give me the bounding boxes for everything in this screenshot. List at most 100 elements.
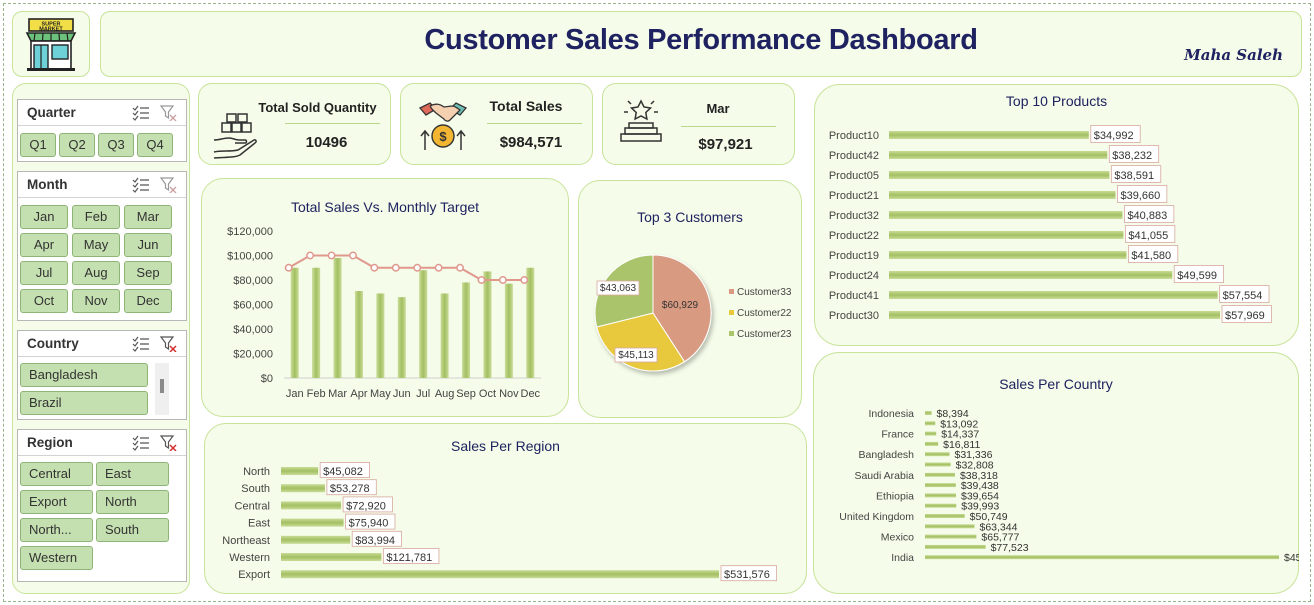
value-label-box xyxy=(1110,165,1162,183)
slicer-item-dec[interactable]: Dec xyxy=(124,289,172,313)
target-point xyxy=(477,276,486,284)
slicer-item-brazil[interactable]: Brazil xyxy=(20,391,148,415)
value-bar xyxy=(925,483,956,488)
value-bar xyxy=(925,524,975,529)
target-point xyxy=(391,263,400,272)
slicer-title: Month xyxy=(27,177,68,192)
slicer-item-northeast[interactable]: North... xyxy=(20,518,93,542)
slicer-header: Month xyxy=(18,172,186,198)
sales-region-card: Sales Per Region North $45,082 South $53,27… xyxy=(204,423,807,594)
x-tick-label: Feb xyxy=(307,388,326,400)
slicer-item-feb[interactable]: Feb xyxy=(72,205,120,229)
slicer-item-north[interactable]: North xyxy=(96,490,169,514)
slicer-item-western[interactable]: Western xyxy=(20,546,93,570)
value-bar xyxy=(925,493,956,498)
kpi-label: Total Sales xyxy=(489,98,563,114)
value-label: $13,092 xyxy=(940,418,978,430)
slicer-item-q1[interactable]: Q1 xyxy=(20,133,56,157)
value-bar xyxy=(925,452,950,457)
category-label: Ethiopia xyxy=(876,490,914,502)
slicer-item-q2[interactable]: Q2 xyxy=(59,133,95,157)
slicer-item-export[interactable]: Export xyxy=(20,490,93,514)
slicer-scrollbar[interactable] xyxy=(155,363,169,415)
quarter-slicer: Quarter Q1 Q2 Q3 Q4 xyxy=(17,99,187,162)
slicer-item-jul[interactable]: Jul xyxy=(20,261,68,285)
slicer-header: Quarter xyxy=(18,100,186,126)
slicer-title: Country xyxy=(27,336,79,351)
y-tick-label: $20,000 xyxy=(233,349,273,361)
category-label: Product21 xyxy=(829,190,879,202)
value-label: $32,808 xyxy=(956,460,994,472)
pie-label-box xyxy=(596,280,640,296)
value-bar xyxy=(889,211,1123,219)
value-label: $39,993 xyxy=(961,501,999,513)
multi-select-icon[interactable] xyxy=(132,177,150,193)
slicer-header: Region xyxy=(18,430,186,456)
x-tick-label: Dec xyxy=(521,388,541,400)
clear-filter-icon[interactable] xyxy=(160,435,177,451)
sales-bar xyxy=(312,267,321,378)
value-bar xyxy=(889,231,1124,239)
slicer-item-mar[interactable]: Mar xyxy=(124,205,172,229)
multi-select-icon[interactable] xyxy=(132,435,150,451)
value-label-box xyxy=(1090,125,1141,143)
slicer-item-bangladesh[interactable]: Bangladesh xyxy=(20,363,148,387)
sales-region-chart: North $45,082 South $53,278 Central $72,920 Ea… xyxy=(222,462,777,581)
value-bar xyxy=(925,472,955,477)
legend-label: Customer23 xyxy=(737,329,792,340)
value-label: $41,580 xyxy=(1131,250,1171,262)
sales-bar xyxy=(440,293,449,378)
scroll-thumb[interactable] xyxy=(160,379,164,393)
slicer-item-q4[interactable]: Q4 xyxy=(137,133,173,157)
target-point xyxy=(456,263,464,272)
multi-select-icon[interactable] xyxy=(132,105,150,121)
category-label: Product10 xyxy=(829,130,879,142)
slicer-item-q3[interactable]: Q3 xyxy=(98,133,134,157)
category-label: Product32 xyxy=(829,210,879,222)
slicer-item-apr[interactable]: Apr xyxy=(20,233,68,257)
value-label: $53,278 xyxy=(330,483,370,495)
value-bar xyxy=(889,251,1127,259)
clear-filter-icon[interactable] xyxy=(160,105,177,121)
top-customers-card: Top 3 Customers $60,929 $45,113 $43,063 Cus… xyxy=(578,180,802,418)
slicer-item-nov[interactable]: Nov xyxy=(72,289,120,313)
target-point xyxy=(370,263,379,272)
value-label: $50,749 xyxy=(970,511,1008,523)
value-label-box xyxy=(1108,145,1160,163)
slicer-item-may[interactable]: May xyxy=(72,233,120,257)
target-point xyxy=(413,263,422,272)
multi-select-icon[interactable] xyxy=(132,336,150,352)
slicer-item-sep[interactable]: Sep xyxy=(124,261,172,285)
value-bar xyxy=(889,291,1218,299)
x-tick-label: Mar xyxy=(328,388,347,400)
category-label: East xyxy=(248,518,270,530)
kpi-value: $97,921 xyxy=(698,136,753,153)
legend-label: Customer33 xyxy=(737,287,792,298)
clear-filter-icon[interactable] xyxy=(160,177,177,193)
chart-title: Top 10 Products xyxy=(1005,93,1108,109)
slicer-item-south[interactable]: South xyxy=(96,518,169,542)
slicer-item-central[interactable]: Central xyxy=(20,462,93,486)
slicer-item-east[interactable]: East xyxy=(96,462,169,486)
target-point xyxy=(306,251,315,260)
y-tick-label: $60,000 xyxy=(233,300,273,312)
value-label: $63,344 xyxy=(980,521,1018,533)
category-label: India xyxy=(891,552,914,564)
slicers-panel: Quarter Q1 Q2 Q3 Q4 Month Jan Feb Mar Ap… xyxy=(12,83,190,594)
value-label: $14,337 xyxy=(941,429,979,441)
slicer-item-oct[interactable]: Oct xyxy=(20,289,68,313)
legend-swatch xyxy=(729,310,734,315)
target-point xyxy=(434,263,443,272)
value-label-box xyxy=(326,479,377,496)
clear-filter-icon[interactable] xyxy=(160,336,177,352)
value-bar xyxy=(925,544,986,549)
slicer-item-jun[interactable]: Jun xyxy=(124,233,172,257)
sales-bar xyxy=(333,257,342,378)
slicer-item-jan[interactable]: Jan xyxy=(20,205,68,229)
slicer-item-aug[interactable]: Aug xyxy=(72,261,120,285)
value-label: $39,660 xyxy=(1120,190,1160,202)
value-label: $40,883 xyxy=(1127,210,1167,222)
y-tick-label: $40,000 xyxy=(233,324,273,336)
top-customers-chart: $60,929 $45,113 $43,063 Customer33 Customer2… xyxy=(594,254,792,372)
value-label: $72,920 xyxy=(346,500,386,512)
